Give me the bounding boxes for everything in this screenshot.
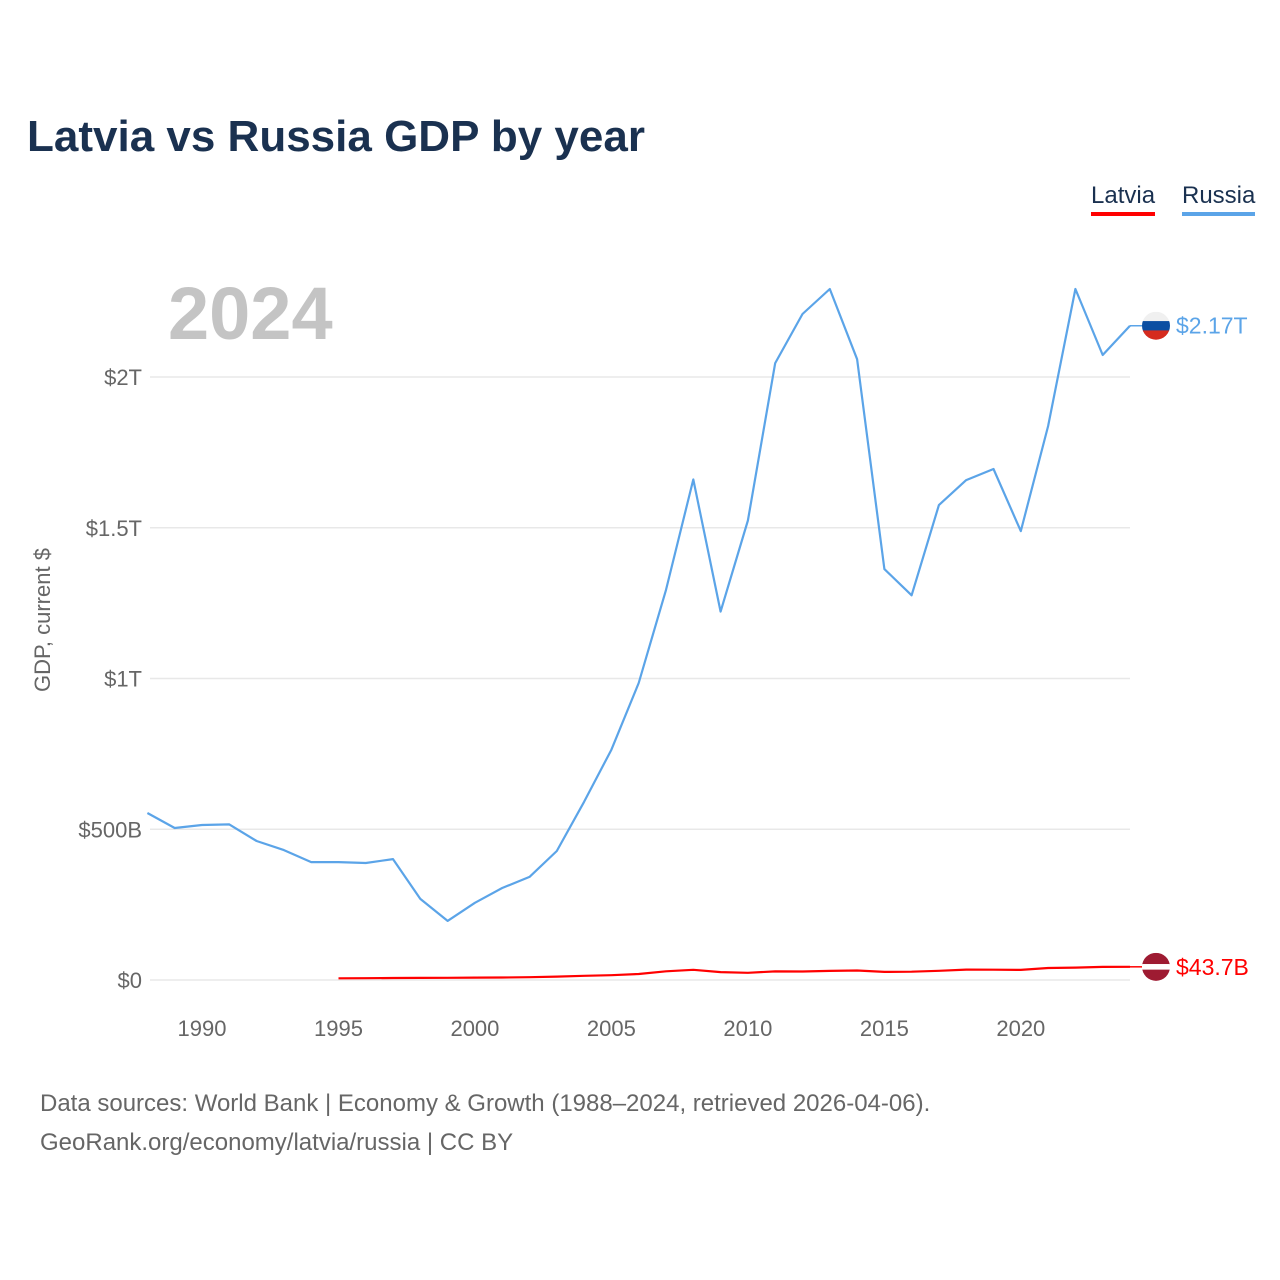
year-watermark: 2024 [168, 272, 333, 355]
series-line-russia [146, 287, 1131, 923]
legend-russia[interactable]: Russia [1182, 182, 1256, 216]
flag-band [1142, 952, 1170, 965]
flag-russia-icon [1142, 311, 1170, 340]
y-tick-label: $1T [104, 667, 142, 692]
x-tick-label: 2020 [996, 1016, 1045, 1041]
x-tick-label: 1995 [314, 1016, 363, 1041]
flag-band [1142, 311, 1170, 322]
y-tick-label: $1.5T [86, 516, 142, 541]
footer: Data sources: World Bank | Economy & Gro… [40, 1084, 930, 1162]
legend-latvia[interactable]: Latvia [1091, 182, 1156, 216]
series-line-latvia [338, 965, 1131, 980]
y-tick-label: $500B [78, 817, 142, 842]
x-tick-label: 2000 [450, 1016, 499, 1041]
flag-band [1142, 969, 1170, 981]
source-line: Data sources: World Bank | Economy & Gro… [40, 1090, 931, 1117]
flag-band [1142, 330, 1170, 340]
flag-band [1142, 321, 1170, 331]
chart-title: Latvia vs Russia GDP by year [27, 112, 645, 161]
flag-latvia-icon [1142, 952, 1170, 981]
x-tick-label: 2015 [860, 1016, 909, 1041]
x-tick-label: 1990 [178, 1016, 227, 1041]
y-axis-label: GDP, current $ [30, 548, 55, 692]
y-tick-label: $0 [118, 968, 142, 993]
flag-band [1142, 964, 1170, 971]
x-tick-label: 2005 [587, 1016, 636, 1041]
end-value-label-latvia: $43.7B [1176, 954, 1249, 980]
end-value-label-russia: $2.17T [1176, 313, 1248, 339]
x-tick-label: 2010 [723, 1016, 772, 1041]
y-tick-label: $2T [104, 365, 142, 390]
url-line[interactable]: GeoRank.org/economy/latvia/russia | CC B… [40, 1129, 514, 1156]
